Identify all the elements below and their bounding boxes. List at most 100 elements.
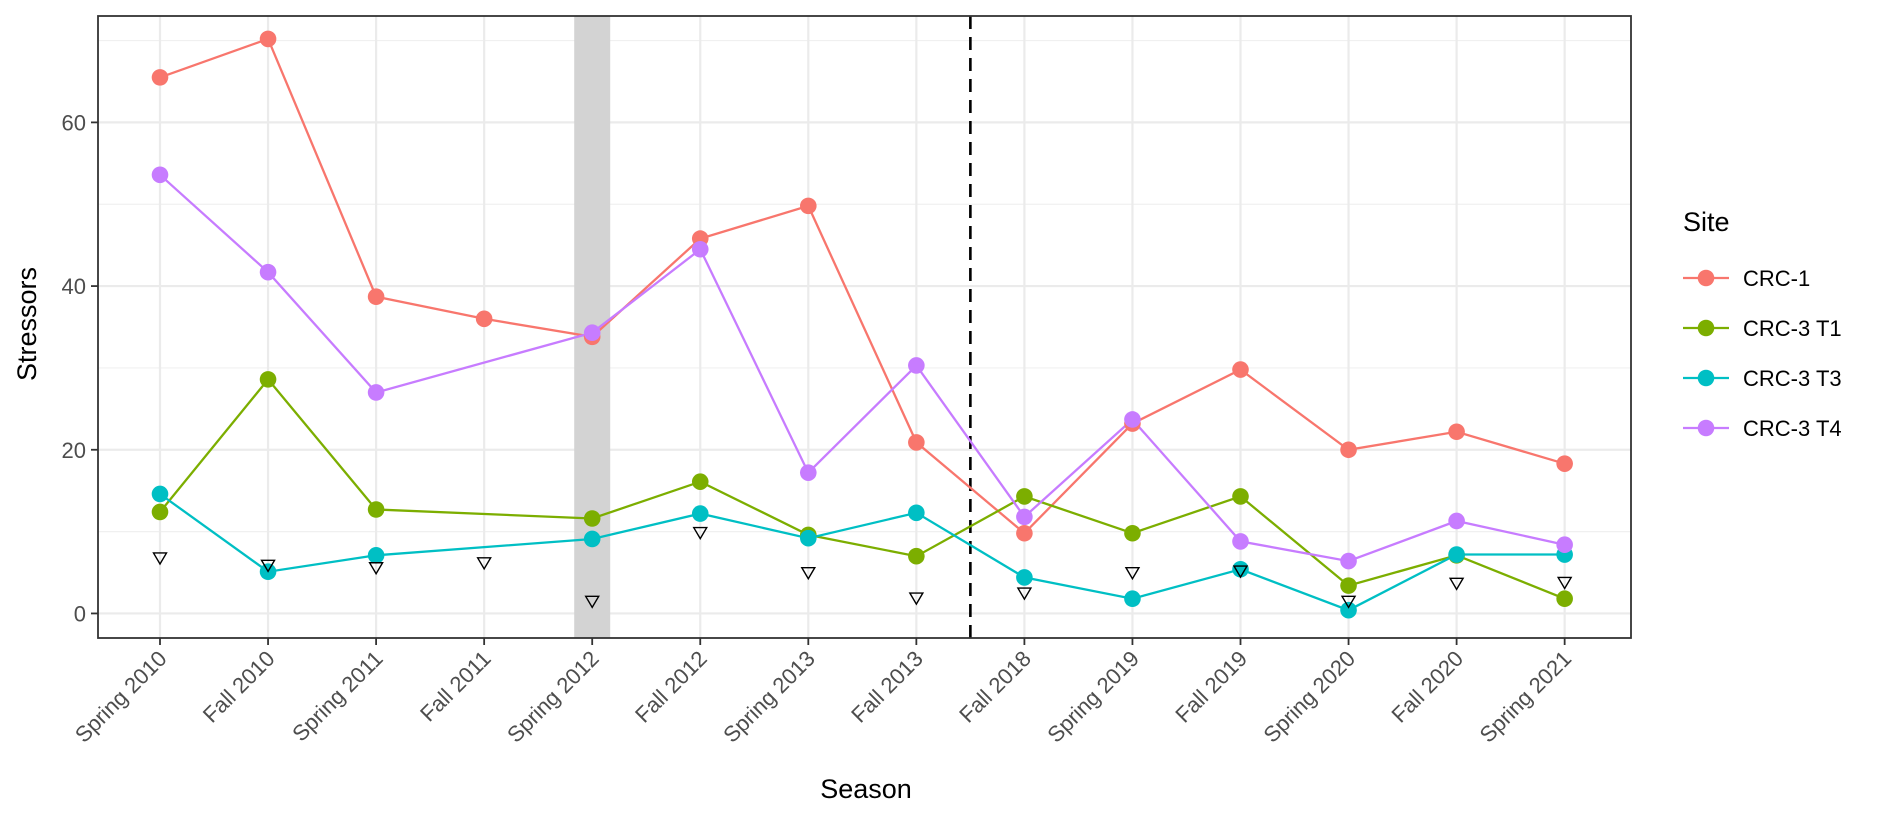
y-tick-label: 0 bbox=[74, 601, 86, 626]
data-point bbox=[475, 310, 493, 328]
x-tick-label: Spring 2011 bbox=[287, 646, 387, 746]
reference-marker bbox=[1340, 595, 1357, 609]
x-axis-title: Season bbox=[820, 774, 912, 804]
data-point bbox=[1016, 569, 1033, 586]
plot-border-rect bbox=[97, 15, 1632, 639]
data-point bbox=[1340, 441, 1357, 459]
data-point bbox=[1232, 560, 1249, 578]
data-point bbox=[1448, 423, 1465, 441]
y-axis: 0 20 40 60 bbox=[62, 110, 98, 626]
x-tick-label: Spring 2019 bbox=[1042, 646, 1144, 748]
reference-marker bbox=[368, 562, 384, 576]
legend-key-point bbox=[1697, 319, 1715, 337]
data-point bbox=[1232, 533, 1249, 550]
data-point bbox=[259, 263, 277, 281]
data-point bbox=[908, 547, 925, 565]
reference-marker bbox=[260, 559, 276, 573]
data-point bbox=[908, 357, 925, 374]
y-axis-title: Stressors bbox=[12, 267, 42, 381]
data-point bbox=[583, 510, 601, 527]
data-point bbox=[1016, 524, 1033, 542]
data-point bbox=[367, 384, 385, 401]
legend-key-point bbox=[1697, 369, 1715, 387]
x-tick-label: Spring 2020 bbox=[1259, 646, 1361, 748]
data-point bbox=[151, 69, 169, 86]
legend: Site CRC-1 CRC-3 T1 CRC-3 T3 CRC-3 T4 bbox=[1683, 207, 1842, 441]
x-tick-label: Fall 2013 bbox=[846, 646, 928, 728]
data-point bbox=[1232, 361, 1249, 378]
x-tick-label: Fall 2011 bbox=[415, 646, 496, 727]
legend-key-point bbox=[1697, 269, 1715, 287]
reference-marker bbox=[152, 552, 168, 566]
data-point bbox=[1124, 411, 1141, 428]
reference-marker bbox=[692, 526, 708, 540]
y-tick-label: 60 bbox=[62, 110, 86, 135]
x-tick-label: Fall 2012 bbox=[630, 646, 712, 728]
x-tick-label: Spring 2010 bbox=[70, 646, 172, 748]
series-line bbox=[159, 37, 1565, 535]
x-tick-label: Fall 2019 bbox=[1170, 646, 1252, 728]
data-point bbox=[691, 473, 709, 490]
reference-marker bbox=[476, 557, 492, 571]
reference-marker bbox=[908, 592, 925, 606]
data-point bbox=[1448, 512, 1465, 530]
data-point bbox=[1340, 577, 1357, 594]
data-point bbox=[583, 530, 601, 548]
data-point bbox=[1232, 488, 1249, 505]
data-point bbox=[1340, 601, 1357, 619]
x-tick-label: Fall 2018 bbox=[954, 646, 1036, 728]
y-tick-label: 40 bbox=[62, 274, 86, 299]
legend-label: CRC-1 bbox=[1743, 266, 1810, 291]
data-point bbox=[259, 30, 277, 48]
x-tick-label: Spring 2021 bbox=[1475, 646, 1577, 748]
legend-label: CRC-3 T1 bbox=[1743, 316, 1842, 341]
reference-markers bbox=[152, 526, 1573, 609]
data-point bbox=[800, 464, 817, 481]
x-tick-label: Spring 2013 bbox=[718, 646, 820, 748]
data-point bbox=[367, 288, 385, 306]
x-tick-label: Spring 2012 bbox=[502, 646, 604, 748]
x-tick-label: Fall 2010 bbox=[198, 646, 280, 728]
plot-border bbox=[97, 15, 1632, 639]
data-point bbox=[691, 505, 709, 522]
legend-label: CRC-3 T3 bbox=[1743, 366, 1842, 391]
reference-marker bbox=[584, 595, 600, 609]
data-point bbox=[1016, 488, 1033, 505]
legend-key-point bbox=[1697, 419, 1715, 437]
data-point bbox=[151, 503, 169, 521]
data-point bbox=[367, 501, 385, 518]
legend-title: Site bbox=[1683, 207, 1730, 237]
data-point bbox=[1556, 590, 1573, 608]
data-point bbox=[367, 547, 385, 564]
x-axis: Spring 2010 Fall 2010 Spring 2011 Fall 2011… bbox=[70, 638, 1576, 747]
legend-label: CRC-3 T4 bbox=[1743, 416, 1842, 441]
reference-marker bbox=[800, 566, 817, 581]
data-point bbox=[1124, 524, 1141, 542]
data-point bbox=[908, 434, 925, 451]
data-point bbox=[908, 504, 925, 522]
gridlines bbox=[98, 16, 1631, 638]
data-point bbox=[1016, 508, 1033, 526]
data-point bbox=[151, 166, 169, 184]
x-tick-label: Fall 2020 bbox=[1386, 646, 1468, 728]
reference-marker bbox=[1448, 577, 1465, 591]
y-tick-label: 20 bbox=[62, 438, 86, 463]
data-point bbox=[1556, 536, 1573, 553]
data-point bbox=[800, 197, 817, 215]
reference-marker bbox=[1124, 566, 1141, 581]
data-point bbox=[259, 371, 277, 388]
data-point bbox=[1448, 546, 1465, 563]
data-point bbox=[800, 529, 817, 547]
reference-marker bbox=[1016, 587, 1033, 601]
data-point bbox=[151, 485, 169, 503]
data-point bbox=[691, 240, 709, 258]
data-point bbox=[1124, 590, 1141, 608]
data-point bbox=[1556, 455, 1573, 472]
series-points bbox=[151, 30, 1573, 619]
reference-marker bbox=[1556, 576, 1573, 590]
data-point bbox=[583, 324, 601, 342]
data-point bbox=[1340, 552, 1357, 570]
reference-marker bbox=[1232, 565, 1249, 579]
